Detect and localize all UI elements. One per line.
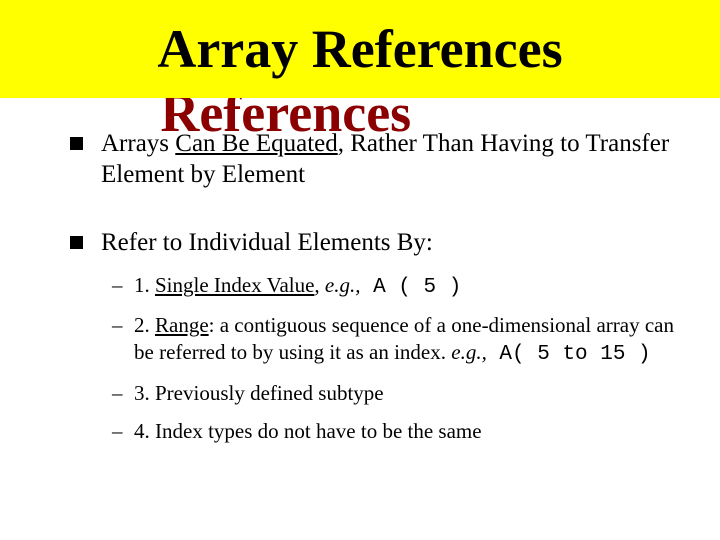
- bullet-underlined: Can Be Equated: [175, 130, 337, 157]
- bullet-text: Refer to Individual Elements By:: [101, 227, 670, 258]
- title-bar: Array References Array References: [0, 0, 720, 98]
- sub-eg: e.g.,: [325, 273, 361, 297]
- sub-text: 1. Single Index Value, e.g., A ( 5 ): [134, 272, 680, 301]
- sub-item: – 4. Index types do not have to be the s…: [112, 418, 680, 445]
- sub-num: 4.: [134, 419, 155, 443]
- bullet-item: Arrays Can Be Equated, Rather Than Havin…: [70, 128, 670, 191]
- slide-title: Array References: [157, 19, 562, 79]
- sub-num: 2.: [134, 313, 155, 337]
- sub-item: – 3. Previously defined subtype: [112, 380, 680, 407]
- sub-mid: ,: [314, 273, 325, 297]
- bullet-pre: Refer to Individual Elements By:: [101, 229, 433, 256]
- sub-item: – 2. Range: a contiguous sequence of a o…: [112, 312, 680, 369]
- sub-list: – 1. Single Index Value, e.g., A ( 5 ) –…: [0, 272, 720, 445]
- bullet-item: Refer to Individual Elements By:: [70, 227, 670, 258]
- dash-icon: –: [112, 380, 126, 407]
- dash-icon: –: [112, 418, 126, 445]
- bullet-text: Arrays Can Be Equated, Rather Than Havin…: [101, 128, 670, 191]
- sub-code: A( 5 to 15 ): [487, 343, 651, 366]
- sub-code: A ( 5 ): [361, 276, 462, 299]
- content-area: Arrays Can Be Equated, Rather Than Havin…: [0, 98, 720, 258]
- sub-text: 4. Index types do not have to be the sam…: [134, 418, 680, 445]
- sub-text: 3. Previously defined subtype: [134, 380, 680, 407]
- square-bullet-icon: [70, 137, 83, 150]
- sub-text: 2. Range: a contiguous sequence of a one…: [134, 312, 680, 369]
- sub-eg: e.g.,: [451, 340, 487, 364]
- sub-under: Single Index Value: [155, 273, 314, 297]
- bullet-pre: Arrays: [101, 130, 175, 157]
- sub-num: 3.: [134, 381, 155, 405]
- square-bullet-icon: [70, 236, 83, 249]
- sub-under: Range: [155, 313, 209, 337]
- sub-mid: Index types do not have to be the same: [155, 419, 482, 443]
- sub-num: 1.: [134, 273, 155, 297]
- slide-title-wrap: Array References Array References: [157, 18, 562, 80]
- sub-mid: Previously defined subtype: [155, 381, 384, 405]
- sub-item: – 1. Single Index Value, e.g., A ( 5 ): [112, 272, 680, 301]
- dash-icon: –: [112, 312, 126, 339]
- dash-icon: –: [112, 272, 126, 299]
